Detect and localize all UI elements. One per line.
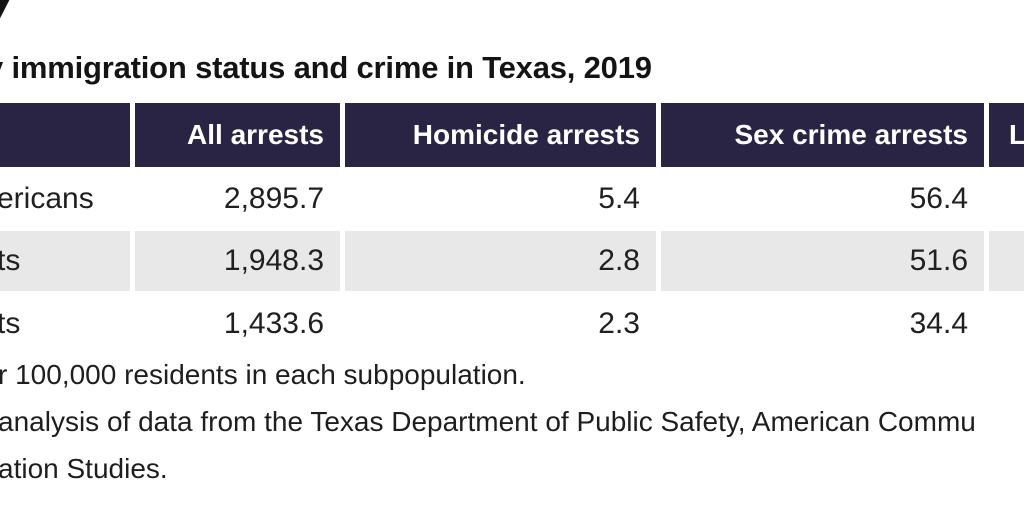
header-cell-homicide-arrests: Homicide arrests (345, 103, 656, 167)
clipped-glyph-artifact (0, 0, 12, 29)
header-cell-clipped-right: L (989, 103, 1024, 167)
data-table: All arrests Homicide arrests Sex crime a… (0, 103, 1024, 354)
row-label: ericans (0, 170, 130, 228)
value-cell: 2.8 (345, 231, 656, 291)
note-line-3: ation Studies. (0, 453, 168, 484)
page-title: y immigration status and crime in Texas,… (0, 50, 652, 85)
note-line-2: analysis of data from the Texas Departme… (0, 406, 976, 437)
value-cell: 2,895.7 (135, 170, 340, 228)
value-cell: 51.6 (661, 231, 984, 291)
value-cell: 34.4 (661, 294, 984, 354)
value-cell: 56.4 (661, 170, 984, 228)
value-cell-clipped (989, 294, 1024, 354)
value-cell: 2.3 (345, 294, 656, 354)
header-cell-all-arrests: All arrests (135, 103, 340, 167)
footnotes: r 100,000 residents in each subpopulatio… (0, 360, 976, 501)
value-cell: 1,433.6 (135, 294, 340, 354)
value-cell-clipped (989, 170, 1024, 228)
header-cell-sex-crime-arrests: Sex crime arrests (661, 103, 984, 167)
value-cell: 1,948.3 (135, 231, 340, 291)
row-label: ts (0, 294, 130, 354)
value-cell-clipped (989, 231, 1024, 291)
note-line-1: r 100,000 residents in each subpopulatio… (0, 359, 526, 390)
value-cell: 5.4 (345, 170, 656, 228)
header-cell-rowlabels (0, 103, 130, 167)
row-label: ts (0, 231, 130, 291)
